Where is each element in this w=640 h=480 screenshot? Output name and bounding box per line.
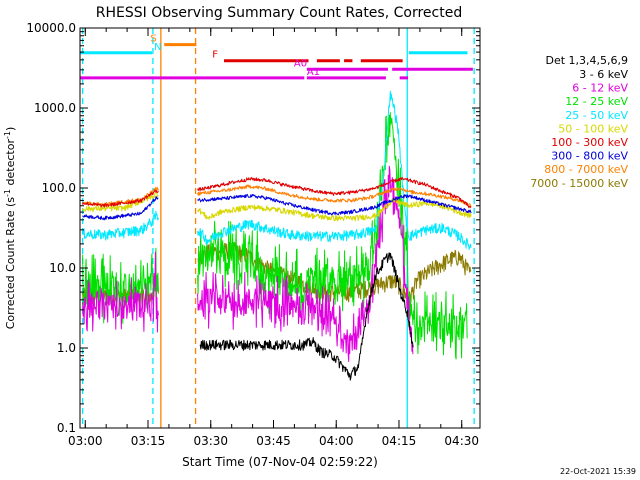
series-800-7000-kev (82, 184, 472, 208)
x-tick-label-6: 04:30 (444, 434, 479, 448)
x-tick-label-3: 03:45 (256, 434, 291, 448)
y-tick-label-1: 1000.0 (34, 101, 76, 115)
state-label-f: F (212, 50, 218, 61)
x-tick-label-1: 03:15 (131, 434, 166, 448)
x-tick-label-0: 03:00 (68, 434, 103, 448)
state-label-a0: A0 (294, 58, 307, 69)
chart-title: RHESSI Observing Summary Count Rates, Co… (96, 5, 462, 21)
axes: 03:00 03:15 03:30 03:45 04:00 04:15 04:30 10000… (26, 21, 480, 448)
legend-entry-0: 3 - 6 keV (579, 68, 628, 81)
legend-entry-7: 800 - 7000 keV (544, 163, 628, 176)
legend-entry-2: 12 - 25 keV (565, 95, 628, 108)
footer-timestamp: 22-Oct-2021 15:39 (560, 467, 636, 476)
series-6-12-kev (82, 165, 414, 362)
series-3-6-kev (199, 252, 414, 381)
legend-entry-4: 50 - 100 keV (558, 122, 628, 135)
y-tick-label-4: 1.0 (57, 341, 76, 355)
legend-entry-6: 300 - 800 keV (551, 150, 628, 163)
legend-entry-8: 7000 - 15000 keV (530, 177, 628, 190)
x-axis-label: Start Time (07-Nov-04 02:59:22) (182, 455, 378, 469)
y-tick-label-5: 0.1 (57, 421, 76, 435)
series-25-50-kev (82, 90, 472, 250)
y-axis-label: Corrected Count Rate (s-1 detector-1) (3, 127, 17, 330)
series-100-300-kev (82, 176, 472, 209)
y-tick-label-0: 10000.0 (26, 21, 76, 35)
x-tick-label-4: 04:00 (319, 434, 354, 448)
legend-header: Det 1,3,4,5,6,9 (545, 54, 628, 67)
legend-entry-3: 25 - 50 keV (565, 109, 628, 122)
x-tick-label-5: 04:15 (382, 434, 417, 448)
y-tick-label-3: 10.0 (49, 261, 76, 275)
x-tick-label-2: 03:30 (193, 434, 228, 448)
state-label-n: N (154, 42, 161, 53)
state-label-a1: A1 (307, 67, 320, 78)
state-label-s: S (150, 34, 156, 45)
series-300-800-kev (82, 193, 472, 221)
series-50-100-kev (82, 191, 472, 222)
legend-entry-1: 6 - 12 keV (572, 82, 628, 95)
plot-series-group (80, 28, 475, 428)
plot-frame (79, 27, 481, 429)
legend-entry-5: 100 - 300 keV (551, 136, 628, 149)
series-12-25-kev (82, 112, 468, 360)
y-tick-label-2: 100.0 (42, 181, 76, 195)
